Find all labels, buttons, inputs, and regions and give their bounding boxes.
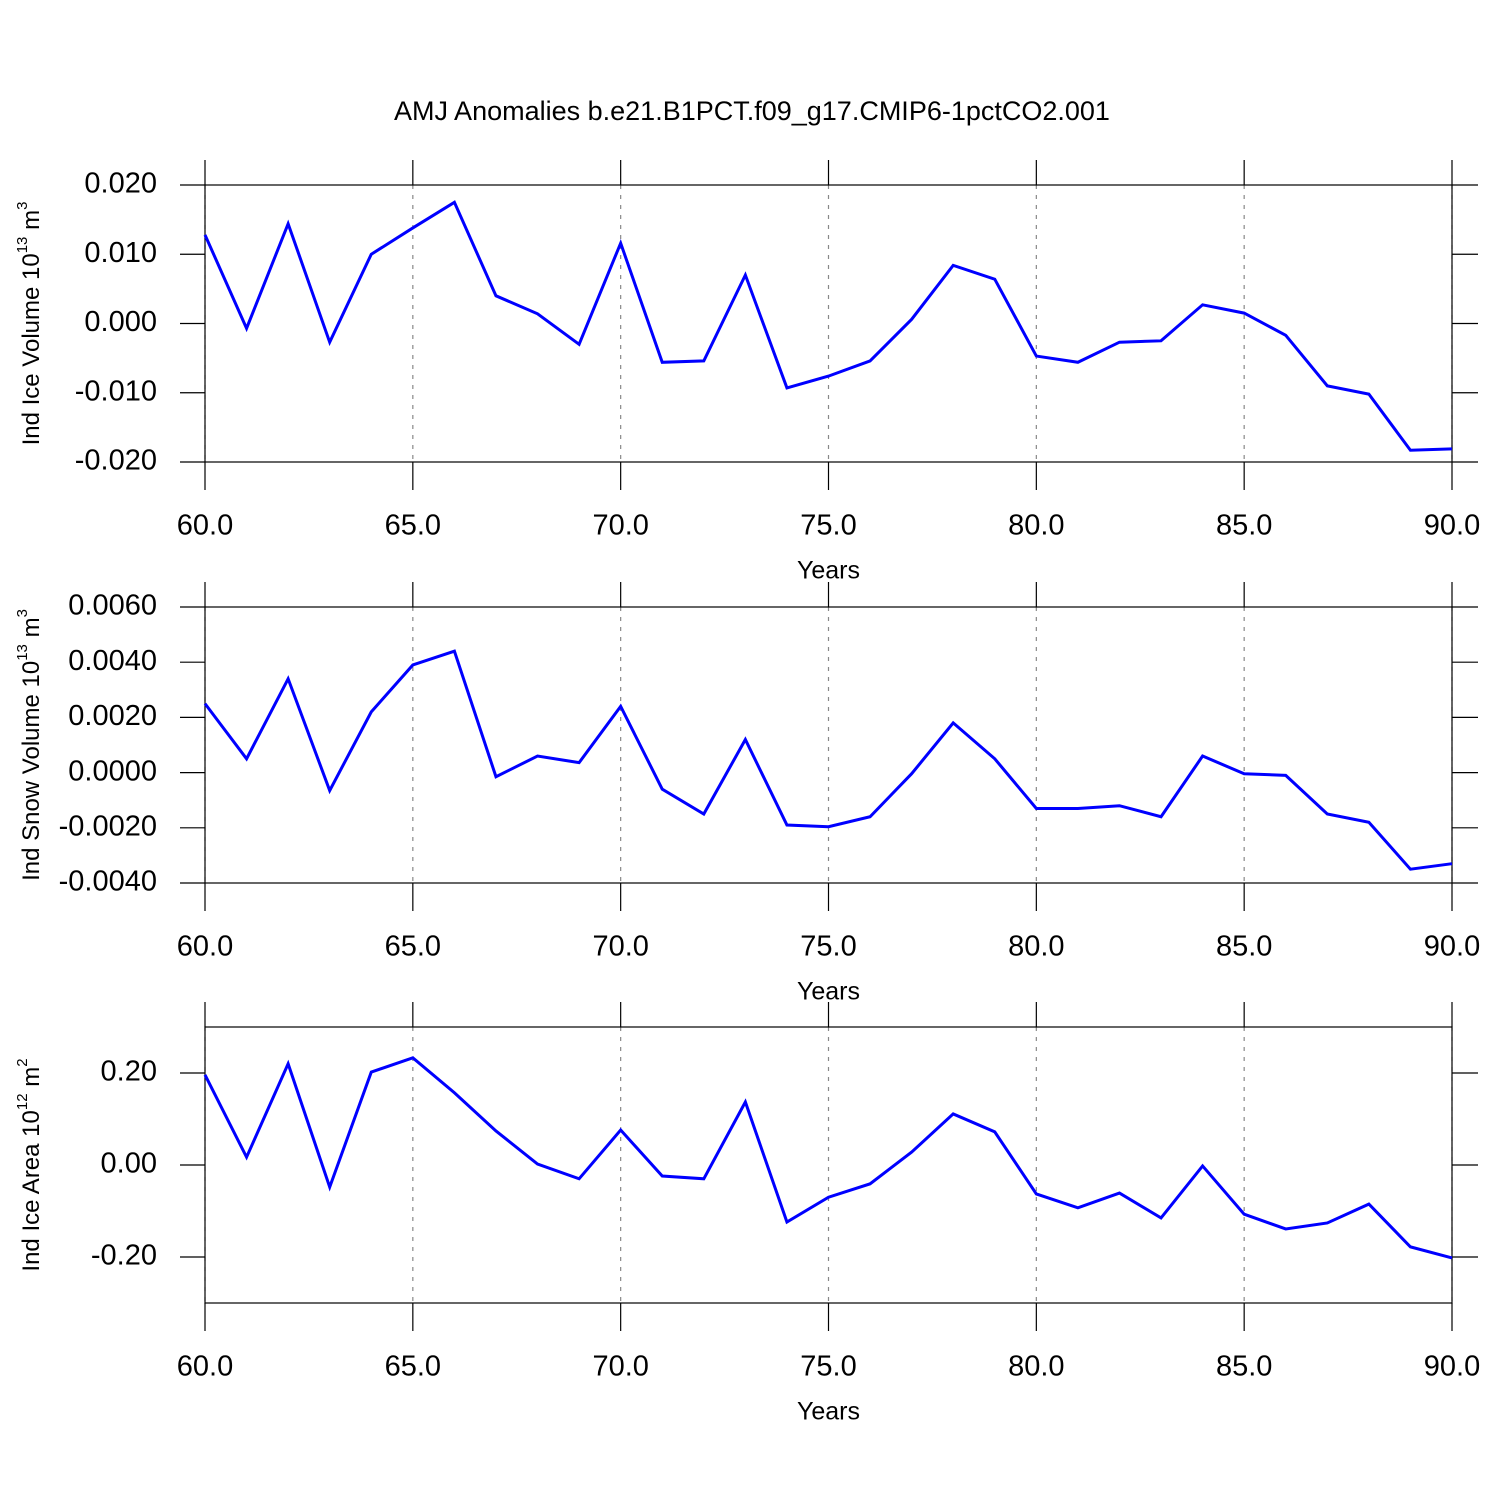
y-tick-label: 0.0040: [68, 645, 157, 677]
plot-frame: [204, 1026, 1453, 1304]
x-tick-label: 75.0: [800, 931, 856, 963]
y-axis-title-part: m: [18, 617, 45, 644]
y-axis-title-part: 3: [14, 609, 31, 617]
x-tick-label: 85.0: [1216, 931, 1272, 963]
y-tick-label: 0.010: [84, 237, 157, 269]
y-tick-label: 0.0020: [68, 700, 157, 732]
y-axis-title-part: Ind Ice Volume 10: [18, 253, 45, 445]
plot-frame: [204, 606, 1453, 884]
y-tick-label: -0.020: [75, 445, 157, 477]
y-tick-label: -0.0020: [59, 810, 157, 842]
y-axis-title-part: m: [18, 210, 45, 237]
y-tick-label: 0.0060: [68, 590, 157, 622]
data-line: [203, 200, 1453, 452]
data-line: [203, 1056, 1453, 1260]
y-tick-label: 0.0000: [68, 755, 157, 787]
y-tick-label: 0.20: [101, 1056, 157, 1088]
x-tick-label: 60.0: [177, 931, 233, 963]
x-axis-title: Years: [797, 978, 860, 1006]
x-tick-label: 90.0: [1424, 510, 1480, 542]
x-tick-label: 90.0: [1424, 1351, 1480, 1383]
x-axis-title: Years: [797, 557, 860, 585]
x-tick-label: 70.0: [592, 931, 648, 963]
y-axis-title-part: 12: [14, 1093, 31, 1110]
y-tick-label: -0.010: [75, 375, 157, 407]
y-axis-title-part: 13: [14, 237, 31, 254]
y-tick-label: 0.00: [101, 1148, 157, 1180]
x-tick-label: 85.0: [1216, 1351, 1272, 1383]
x-tick-label: 90.0: [1424, 931, 1480, 963]
x-tick-label: 65.0: [385, 510, 441, 542]
figure-title: AMJ Anomalies b.e21.B1PCT.f09_g17.CMIP6-…: [394, 96, 1110, 126]
x-tick-label: 65.0: [385, 1351, 441, 1383]
y-axis-title-part: Ind Ice Area 10: [18, 1110, 45, 1271]
y-axis-title: Ind Ice Volume 1013 m3: [14, 202, 45, 446]
data-line: [203, 649, 1453, 871]
y-axis-title-part: m: [18, 1067, 45, 1094]
y-axis-title-part: 3: [14, 202, 31, 210]
x-tick-label: 70.0: [592, 510, 648, 542]
x-tick-label: 80.0: [1008, 510, 1064, 542]
y-tick-label: 0.000: [84, 306, 157, 338]
x-tick-label: 80.0: [1008, 931, 1064, 963]
x-tick-label: 65.0: [385, 931, 441, 963]
y-axis-title: Ind Ice Area 1012 m2: [14, 1058, 45, 1271]
y-tick-label: -0.0040: [59, 866, 157, 898]
plot-frame: [204, 184, 1453, 463]
y-axis-title-part: 13: [14, 644, 31, 661]
x-tick-label: 75.0: [800, 1351, 856, 1383]
x-tick-label: 70.0: [592, 1351, 648, 1383]
y-tick-label: 0.020: [84, 168, 157, 200]
x-tick-label: 85.0: [1216, 510, 1272, 542]
y-axis-title: Ind Snow Volume 1013 m3: [14, 609, 45, 881]
x-tick-label: 60.0: [177, 510, 233, 542]
y-axis-title-part: Ind Snow Volume 10: [18, 661, 45, 881]
y-tick-label: -0.20: [91, 1240, 157, 1272]
x-axis-title: Years: [797, 1398, 860, 1426]
y-axis-title-part: 2: [14, 1058, 31, 1066]
x-tick-label: 60.0: [177, 1351, 233, 1383]
x-tick-label: 80.0: [1008, 1351, 1064, 1383]
x-tick-label: 75.0: [800, 510, 856, 542]
